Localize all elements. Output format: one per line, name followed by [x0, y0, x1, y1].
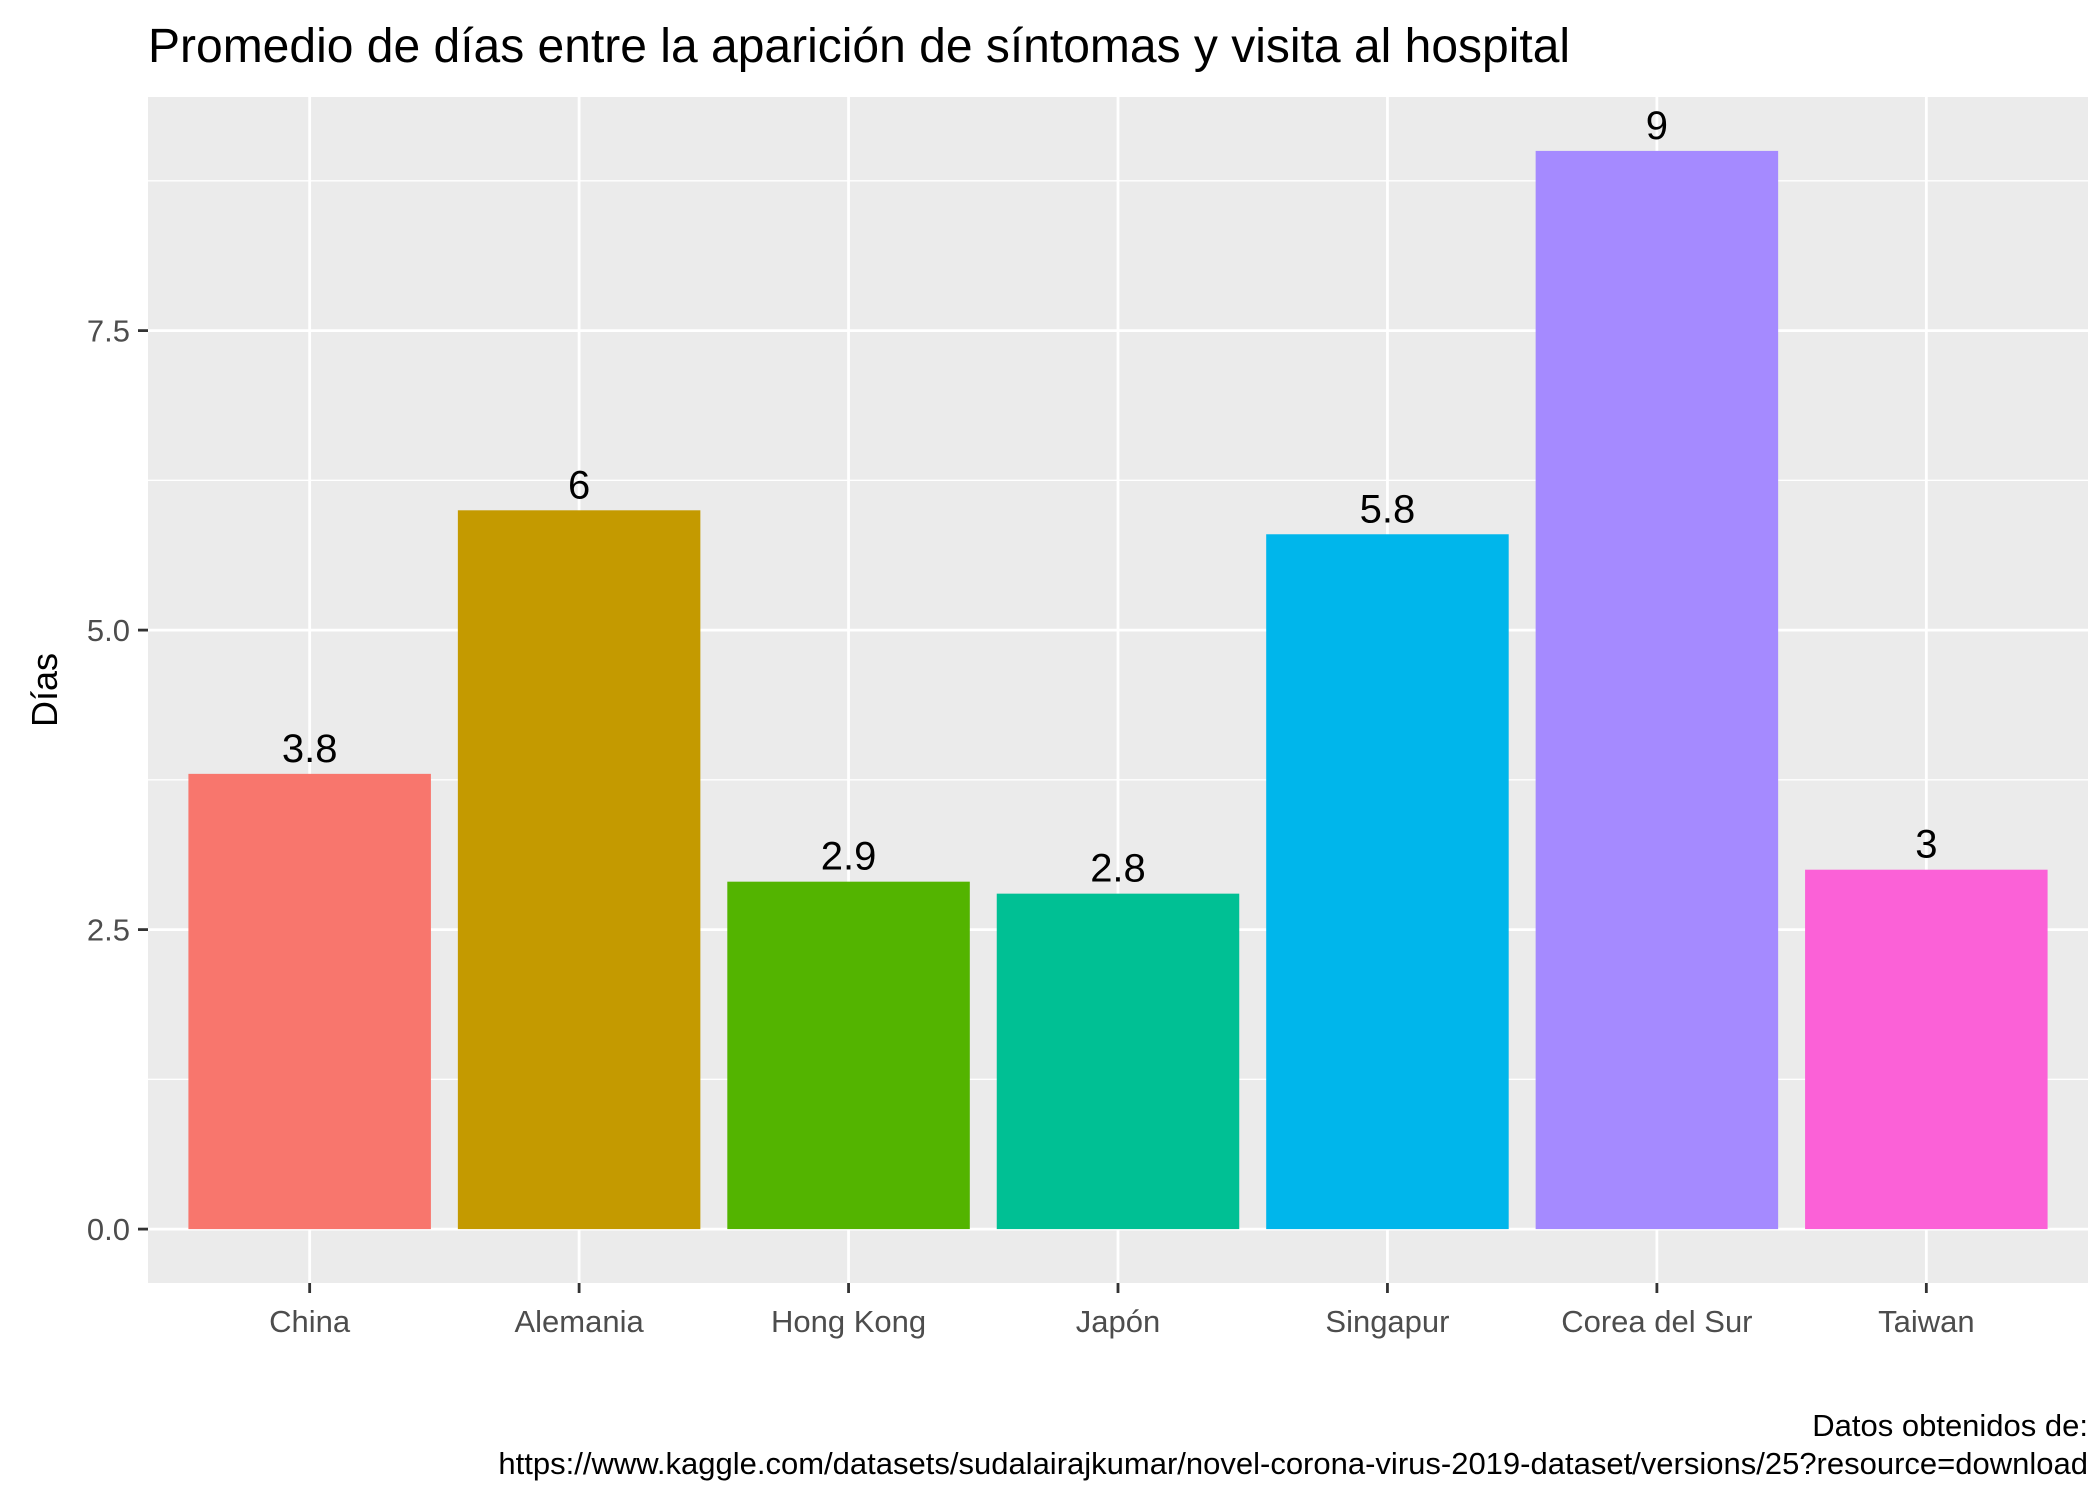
x-tick-label: Taiwan — [1878, 1304, 1975, 1339]
y-tick-label: 2.5 — [87, 913, 130, 948]
data-labels: 3.8 6 2.9 2.8 5.8 9 3 — [282, 104, 1938, 891]
caption-line-1: Datos obtenidos de: — [1812, 1408, 2088, 1443]
x-axis: China Alemania Hong Kong Japón Singapur Corea… — [269, 1283, 1975, 1339]
y-axis: 0.0 2.5 5.0 7.5 — [87, 314, 148, 1247]
bar — [727, 881, 970, 1230]
x-tick-label: China — [269, 1304, 351, 1339]
bars — [188, 150, 2048, 1230]
x-tick-label: Singapur — [1325, 1304, 1449, 1339]
y-axis-title: Días — [24, 653, 65, 727]
bar — [1535, 150, 1779, 1230]
data-label: 2.9 — [821, 835, 877, 879]
data-label: 5.8 — [1360, 487, 1416, 531]
y-tick-label: 5.0 — [87, 613, 130, 648]
y-tick-label: 0.0 — [87, 1212, 130, 1247]
bar — [996, 893, 1240, 1230]
bar — [1266, 534, 1509, 1230]
bar — [188, 773, 431, 1230]
data-label: 2.8 — [1090, 847, 1146, 891]
x-tick-label: Alemania — [514, 1304, 644, 1339]
y-tick-label: 7.5 — [87, 314, 130, 349]
x-tick-label: Hong Kong — [771, 1304, 926, 1339]
data-label: 9 — [1646, 104, 1668, 148]
x-tick-label: Japón — [1076, 1304, 1160, 1339]
data-label: 3 — [1915, 823, 1937, 867]
chart-title: Promedio de días entre la aparición de s… — [148, 20, 1570, 73]
data-label: 6 — [568, 463, 590, 507]
data-label: 3.8 — [282, 727, 338, 771]
caption-line-2: https://www.kaggle.com/datasets/sudalair… — [498, 1446, 2088, 1481]
bar — [1805, 869, 2048, 1230]
bar — [457, 510, 701, 1230]
x-tick-label: Corea del Sur — [1561, 1304, 1752, 1339]
